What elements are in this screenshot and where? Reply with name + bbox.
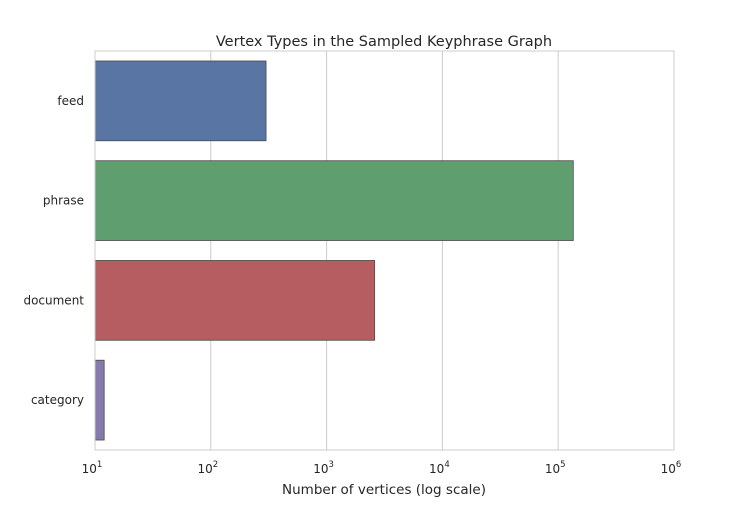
category-label-document: document — [23, 293, 84, 307]
category-label-category: category — [31, 393, 84, 407]
x-tick-label: 105 — [545, 460, 566, 476]
x-tick-label: 106 — [661, 460, 682, 476]
bars — [94, 60, 574, 441]
category-labels: feed phrase document category — [23, 94, 84, 407]
category-label-feed: feed — [57, 94, 84, 108]
bar-feed — [94, 60, 267, 142]
category-label-phrase: phrase — [43, 194, 84, 208]
x-tick-label: 103 — [313, 460, 334, 476]
bar-document — [94, 260, 376, 341]
bar-category — [94, 359, 105, 441]
plot-frame — [94, 50, 675, 451]
bar-phrase — [94, 160, 574, 241]
x-tick-label: 104 — [429, 460, 450, 476]
x-tick-label: 102 — [197, 460, 218, 476]
x-tick-label: 101 — [82, 460, 103, 476]
chart-title: Vertex Types in the Sampled Keyphrase Gr… — [216, 34, 552, 50]
x-tick-labels: 101 102 103 104 105 106 — [82, 460, 682, 476]
x-axis-label: Number of vertices (log scale) — [282, 482, 486, 498]
